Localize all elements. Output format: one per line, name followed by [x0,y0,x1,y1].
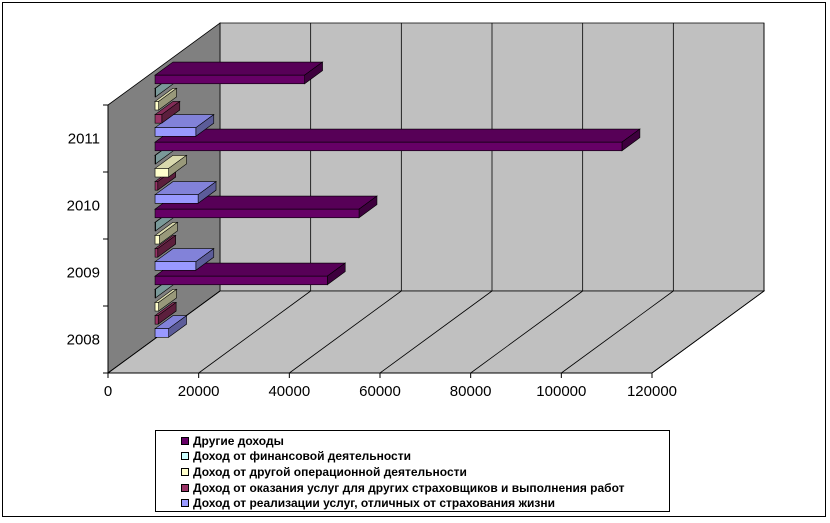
legend-swatch [181,467,189,476]
legend-item: Доход от реализации услуг, отличных от с… [181,495,669,511]
bar-front-face [154,208,360,219]
bar-2008-series-5 [154,262,347,286]
x-tick-label: 80000 [450,383,492,400]
x-tick-label: 20000 [178,383,220,400]
bar-front-face [154,168,169,178]
bar-2011-series-5 [154,61,324,85]
bar-front-face [154,141,623,152]
bar-top-face [154,61,324,76]
legend-label: Доход от другой операционной деятельност… [193,464,467,479]
bar-2010-series-5 [154,128,641,152]
gridline-floor-120000 [651,290,765,374]
gridline-floor-40000 [289,290,402,374]
bar-2009-series-3 [154,221,179,245]
legend-item: Доход от финансовой деятельности [181,449,669,465]
bar-front-face [154,235,160,245]
gridline-floor-100000 [561,290,674,374]
bar-top-face [154,128,641,143]
legend-label: Другие доходы [193,433,284,448]
legend: Другие доходы Доход от финансовой деятель… [155,430,670,512]
bar-front-face [154,261,197,271]
bar-front-face [154,221,156,232]
bar-2008-series-2 [154,301,178,325]
bar-front-face [154,194,199,204]
bar-front-face [154,127,197,137]
bar-front-face [154,315,159,325]
bar-2010-series-3 [154,154,188,178]
legend-swatch [181,483,189,492]
axes [103,104,653,378]
bar-front-face [154,181,159,191]
bar-2008-series-3 [154,288,178,312]
y-tick-label-2008: 2008 [67,332,100,349]
x-tick-label: 0 [104,383,112,400]
bar-front-face [154,288,156,299]
bar-front-face [154,114,163,124]
x-tick-label: 60000 [359,383,401,400]
legend-item: Доход от оказания услуг для других страх… [181,480,669,496]
legend-label: Доход от финансовой деятельности [193,449,411,464]
x-tick-label: 120000 [627,383,677,400]
bar-2009-series-1 [154,247,215,271]
bar-2009-series-2 [154,234,177,258]
legend-label: Доход от реализации услуг, отличных от с… [193,496,555,511]
bar-front-face [154,154,156,165]
gridline-floor-60000 [379,290,493,374]
bar-2011-series-1 [154,113,215,137]
legend-swatch [181,436,189,445]
bar-front-face [154,302,159,312]
legend-swatch [181,499,189,508]
bar-2010-series-1 [154,180,217,204]
bar-front-face [154,101,159,111]
y-tick-label-2009: 2009 [67,265,100,282]
legend-item: Доход от другой операционной деятельност… [181,464,669,480]
bar-front-face [154,275,328,286]
bar-front-face [154,248,159,258]
tick-labels: 0 20000 40000 60000 80000 100000 120000 2008 200… [67,131,677,401]
legend-swatch [181,452,189,461]
x-tick-label: 40000 [268,383,310,400]
y-tick-label-2011: 2011 [68,131,100,148]
bar-front-face [154,328,169,338]
gridline-floor-80000 [470,290,583,374]
gridline-floor-20000 [198,290,311,374]
bar-front-face [154,87,156,98]
bar-2011-series-3 [154,87,178,111]
bars [154,61,641,338]
x-tick-label: 100000 [536,383,586,400]
bar-2008-series-1 [154,314,188,338]
bar-2011-series-2 [154,100,181,124]
bar-front-face [154,74,305,85]
legend-label: Доход от оказания услуг для других страх… [193,480,625,495]
y-tick-label-2010: 2010 [67,198,100,215]
legend-item: Другие доходы [181,433,669,449]
